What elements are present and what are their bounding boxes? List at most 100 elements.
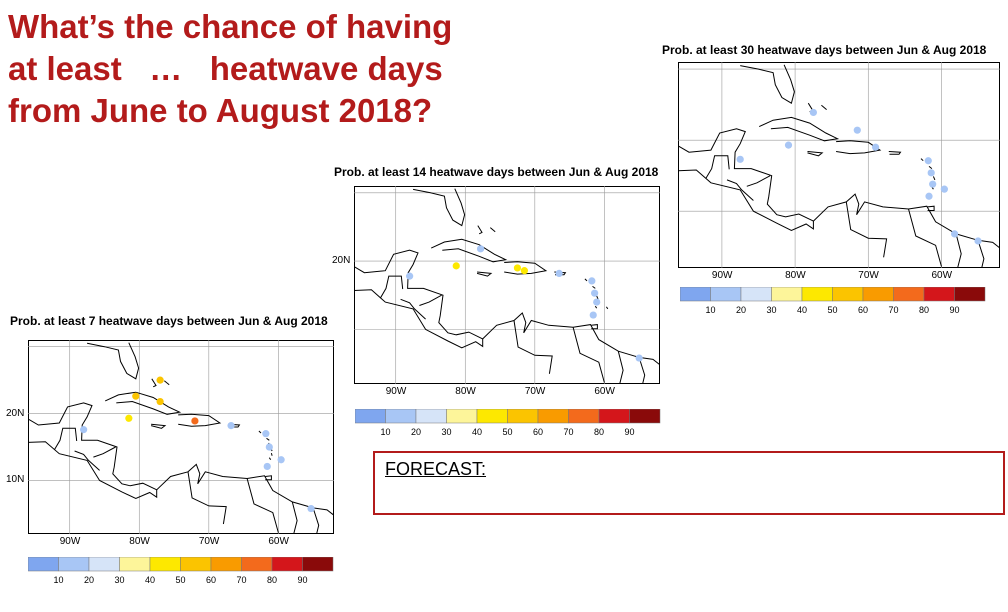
colorbar-tick-label: 10 [705,305,715,315]
probability-hotspot [513,264,522,272]
colorbar-tick-label: 30 [441,427,451,437]
probability-hotspot [924,157,932,165]
colorbar-swatch [210,557,242,572]
coastline [156,463,334,516]
colorbar-tick-label: 70 [888,305,898,315]
probability-hotspot [951,230,959,238]
coastline [678,128,814,231]
coastline [104,391,182,415]
colorbar-swatch [801,287,833,302]
panel-title: Prob. at least 30 heatwave days between … [662,43,987,57]
coastline [927,205,935,211]
lon-label: 60W [594,386,615,397]
colorbar-tick-label: 40 [145,575,155,585]
colorbar-swatch [598,409,630,424]
probability-hotspot [591,289,599,297]
coastline [419,294,442,306]
colorbar-swatch [893,287,925,302]
coastline [888,151,902,155]
probability-hotspot [263,462,271,471]
colorbar-swatch [28,557,59,572]
colorbar-tick-label: 90 [297,575,307,585]
colorbar-swatch [271,557,303,572]
colorbar-tick-label: 50 [827,305,837,315]
colorbar-swatch [415,409,447,424]
colorbar-tick-label: 40 [472,427,482,437]
probability-hotspot [940,185,948,193]
probability-hotspot [925,192,933,200]
probability-hotspot [520,267,528,275]
colorbar-30-days: 10 20 30 40 50 60 70 80 90 [680,287,986,315]
probability-hotspot [853,126,861,134]
map-14-days [354,186,660,384]
probability-hotspot [125,414,133,422]
colorbar-tick-label: 20 [84,575,94,585]
lon-label: 60W [268,536,289,547]
coastline [813,193,1000,249]
coastline [151,378,157,388]
coastline [591,324,598,330]
coastline [758,116,840,142]
coastline [572,327,605,383]
colorbar-swatch [537,409,569,424]
lat-label: 20N [6,407,25,419]
colorbar-tick-label: 30 [114,575,124,585]
coastline [400,298,426,320]
lon-label: 90W [711,270,733,281]
colorbar-tick-label: 70 [563,427,573,437]
coastline [932,176,936,181]
probability-hotspot [593,298,601,306]
colorbar-swatch [149,557,181,572]
probability-hotspot [589,311,597,319]
coastline [413,188,466,227]
coastline [93,446,116,458]
colorbar-swatch [88,557,120,572]
coastline [53,427,78,450]
coastline [955,233,962,268]
coastline [28,402,158,500]
probability-hotspot [132,392,140,400]
colorbar-swatch [476,409,508,424]
colorbar-tick-label: 60 [533,427,543,437]
probability-hotspot [974,237,982,245]
colorbar-tick-label: 20 [736,305,746,315]
coastline [74,450,100,471]
map-frame [678,62,1000,268]
lon-label: 90W [59,536,81,547]
lon-label: 80W [455,386,476,397]
probability-hotspot [871,143,880,151]
coastline [270,452,273,456]
panel-title: Prob. at least 7 heatwave days between J… [10,314,328,328]
forecast-box[interactable]: FORECAST: [373,451,1005,515]
colorbar-swatch [446,409,478,424]
coastline [150,423,167,429]
coastline [312,507,320,534]
coastline [266,437,270,441]
coastline [489,227,496,233]
probability-hotspot [277,456,285,464]
coastline [908,208,942,267]
colorbar-swatch [302,557,334,572]
coastline [836,140,882,155]
panel-title: Prob. at least 14 heatwave days between … [334,165,659,179]
coastline [178,413,222,427]
coastline [268,457,272,460]
colorbar-tick-label: 70 [236,575,246,585]
coastline [821,104,827,110]
colorbar-swatch [568,409,600,424]
coastline [920,158,924,162]
lon-label: 70W [524,386,546,397]
colorbar-swatch [771,287,803,302]
coastline [928,166,933,169]
coastline [594,305,598,309]
colorbar-swatch [58,557,90,572]
coastline [477,225,483,235]
slide-title-line-3: from June to August 2018? [8,92,433,129]
map-frame [354,186,660,384]
map-7-days [28,340,334,534]
coastline [265,475,272,481]
colorbar-tick-label: 50 [502,427,512,437]
coastline [746,175,771,187]
coastline [291,501,298,534]
lon-label: 60W [931,270,953,281]
